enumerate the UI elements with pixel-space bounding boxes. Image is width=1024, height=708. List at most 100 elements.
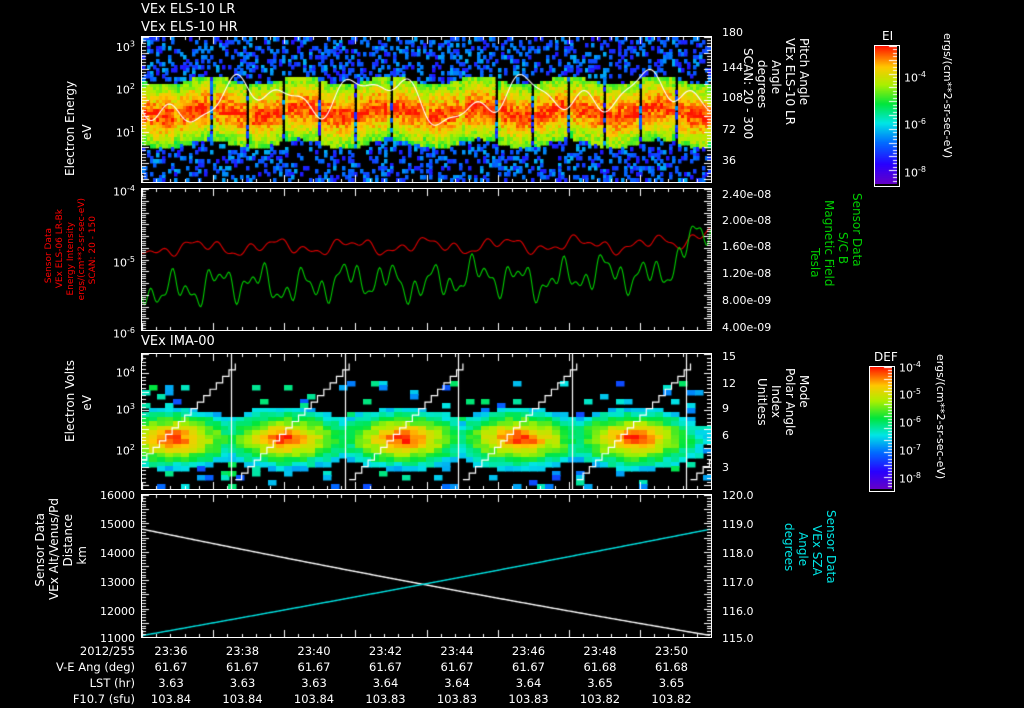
- panel4-left-line0: Sensor Data: [33, 513, 47, 587]
- bottom-cell-r0-c6: 23:48: [583, 644, 617, 658]
- bottom-cell-r2-c0: 3.63: [158, 676, 184, 690]
- panel3-right-line3: Unitless: [755, 378, 769, 426]
- panel1-title-lr: VEx ELS-10 LR: [141, 2, 236, 17]
- panel1-colorbar-units: ergs/(cm**2-sr-sec-eV): [941, 33, 954, 158]
- panel2-ytick-0: 10-4: [113, 184, 135, 199]
- bottom-table: 2012/255 V-E Ang (deg) LST (hr) F10.7 (s…: [0, 644, 1024, 708]
- bottom-cell-r2-c7: 3.65: [658, 676, 685, 690]
- panel4-left-line2: Distance: [61, 514, 75, 567]
- panel3-rtick-2: 9: [722, 402, 729, 415]
- bottom-cell-r1-c7: 61.68: [655, 660, 688, 674]
- panel3-right-axis-label-3: Unitless: [755, 378, 769, 426]
- panel3-right-axis-label-0: Mode: [797, 375, 811, 408]
- panel1-colorbar-title: EI: [882, 29, 894, 43]
- bottom-cell-r1-c3: 61.67: [369, 660, 402, 674]
- panel3-colorbar-tick-0: 10-4: [899, 360, 921, 375]
- panel4-right-axis-label-0: Sensor Data: [824, 510, 838, 584]
- panel1-right-axis-label-0: Pitch Angle: [797, 38, 811, 105]
- panel1-right-line1: VEx ELS-10 LR: [783, 38, 797, 126]
- panel1-right-line0: Pitch Angle: [797, 38, 811, 106]
- panel2-rtick-4: 8.00e-09: [722, 294, 772, 307]
- panel2-left-line2: Energy Intensity: [66, 222, 76, 296]
- panel4-ytick-1: 15000: [100, 518, 135, 531]
- bottom-cell-r2-c6: 3.65: [587, 676, 613, 690]
- panel3-title: VEx IMA-00: [141, 334, 215, 349]
- panel1-ytick-0: 103: [115, 39, 135, 54]
- panel1-rtick-4: 36: [722, 154, 736, 167]
- panel3-rtick-0: 15: [722, 350, 736, 363]
- panel3-rtick-3: 6: [722, 429, 729, 442]
- panel3-right-line0: Mode: [797, 375, 811, 408]
- bottom-cell-r3-c7: 103.82: [651, 692, 692, 706]
- bottom-cell-r3-c3: 103.83: [365, 692, 406, 706]
- panel1-right-line2: Angle: [769, 60, 783, 95]
- bottom-cell-r3-c4: 103.83: [436, 692, 478, 706]
- panel2-right-line3: Tesla: [808, 248, 822, 278]
- panel2-rtick-2: 1.60e-08: [722, 240, 772, 253]
- panel4-left-axis-label-0: Sensor Data: [33, 513, 47, 587]
- panel2-ytick-2: 10-6: [113, 326, 135, 341]
- bottom-cell-r3-c2: 103.84: [293, 692, 335, 706]
- bottom-cell-r1-c5: 61.67: [512, 660, 545, 674]
- bottom-cell-r0-c7: 23:50: [654, 644, 689, 658]
- panel3-right-axis-label-1: Polar Angle: [783, 368, 797, 436]
- bottom-cell-r1-c4: 61.67: [440, 660, 474, 674]
- panel1-left-axis-line-1: eV: [80, 124, 94, 140]
- panel4-right-axis-label-1: VEx SZA: [810, 525, 824, 576]
- panel3-rtick-4: 3: [722, 461, 729, 474]
- panel4-right-line3: degrees: [782, 523, 796, 572]
- panel1-right-line4: SCAN: 20 - 300: [741, 48, 755, 140]
- panel2-left-axis-label-4: SCAN: 20 - 150: [88, 216, 98, 284]
- panel2-left-axis-label-0: Sensor Data: [44, 228, 54, 283]
- bottom-cell-r3-c0: 103.84: [150, 692, 192, 706]
- bottom-cell-r2-c4: 3.64: [444, 676, 470, 690]
- panel4-left-axis-label-1: VEx Alt/Venus/Pd: [47, 498, 61, 600]
- panel1-right-line3: degrees: [755, 60, 769, 109]
- bottom-cell-r2-c2: 3.63: [301, 676, 327, 690]
- panel3-colorbar: [869, 366, 895, 492]
- bottom-cell-r0-c5: 23:46: [511, 644, 546, 658]
- panel3-colorbar-title: DEF: [874, 350, 898, 364]
- panel1-rtick-0: 180: [722, 26, 743, 39]
- panel4-ytick-0: 16000: [100, 489, 135, 502]
- bottom-cell-r1-c1: 61.67: [226, 660, 259, 674]
- panel4-rtick-5: 115.0: [722, 632, 754, 645]
- panel3-rtick-1: 12: [722, 377, 736, 390]
- bottom-cell-r0-c0: 23:36: [154, 644, 188, 658]
- bottom-cell-r3-c5: 103.83: [508, 692, 549, 706]
- panel2-left-line0: Sensor Data: [44, 228, 54, 284]
- panel2-right-line2: Magnetic Field: [822, 200, 836, 287]
- bottom-cell-r0-c1: 23:38: [225, 644, 260, 658]
- bottom-cell-r3-c1: 103.84: [222, 692, 263, 706]
- panel4-right-axis-label-2: Angle: [796, 532, 810, 566]
- panel4-left-line1: VEx Alt/Venus/Pd: [47, 498, 61, 601]
- bottom-cell-r0-c3: 23:42: [368, 644, 403, 658]
- panel3-colorbar-tick-1: 10-5: [899, 387, 921, 402]
- bottom-cell-r1-c2: 61.67: [297, 660, 331, 674]
- panel4-rtick-0: 120.0: [722, 489, 754, 502]
- panel1-right-axis-label-3: degrees: [755, 60, 769, 108]
- panel1-title-hr: VEx ELS-10 HR: [141, 20, 238, 35]
- panel4-right-line1: VEx SZA: [810, 525, 824, 576]
- bottom-cell-r2-c3: 3.64: [372, 676, 399, 690]
- panel4-left-axis-label-2: Distance: [61, 514, 75, 566]
- bottom-cell-r2-c5: 3.64: [515, 676, 542, 690]
- panel1-colorbar-units-text: ergs/(cm**2-sr-sec-eV): [941, 33, 954, 159]
- panel4-ytick-3: 13000: [100, 576, 135, 589]
- panel3-right-axis-label-2: Index: [769, 385, 783, 418]
- panel4-plot-area: [141, 494, 712, 638]
- panel2-right-axis-label-0: Sensor Data: [850, 193, 864, 267]
- panel2-right-line1: S/C B: [836, 232, 850, 265]
- bottom-row-label-2: LST (hr): [89, 676, 135, 690]
- panel1-left-axis-label: Electron Energy: [63, 44, 77, 176]
- panel2-left-axis-label-3: ergs/(cm**2-sr-sec-eV): [77, 198, 87, 300]
- panel1-left-axis-unit: eV: [80, 80, 94, 140]
- panel3-ytick-2: 102: [115, 443, 135, 458]
- panel1-right-axis-label-2: Angle: [769, 60, 783, 94]
- bottom-cell-r1-c0: 61.67: [154, 660, 188, 674]
- panel3-left-line0: Electron Volts: [63, 360, 77, 442]
- panel1-ytick-1: 102: [115, 82, 135, 97]
- panel3-ytick-0: 104: [115, 365, 135, 380]
- panel2-right-axis-label-2: Magnetic Field: [822, 200, 836, 286]
- bottom-row-label-3: F10.7 (sfu): [72, 692, 135, 706]
